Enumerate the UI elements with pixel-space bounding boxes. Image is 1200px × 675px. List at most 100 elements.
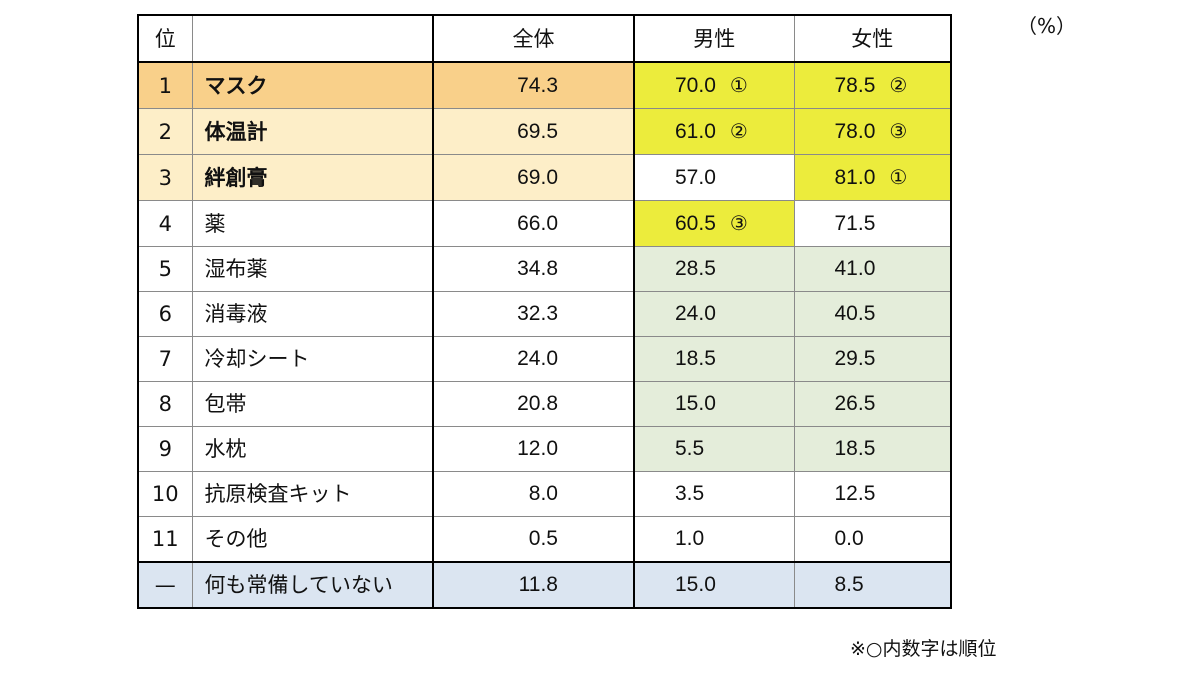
- item-cell: マスク: [191, 61, 434, 109]
- all-cell-text: 0.5: [528, 527, 558, 550]
- item-cell-text: マスク: [204, 73, 268, 98]
- female-rank-mark: ②: [889, 73, 908, 97]
- female-cell: 81.0 ①: [793, 154, 952, 201]
- item-cell-text: 薬: [204, 211, 226, 236]
- male-cell: 60.5 ③: [633, 200, 795, 247]
- male-cell-text: 24.0: [675, 302, 716, 325]
- rank-cell: 4: [137, 200, 193, 247]
- all-cell-text: 32.3: [517, 302, 558, 325]
- unit-label: （%）: [1017, 14, 1077, 38]
- item-cell: 冷却シート: [191, 336, 434, 382]
- female-cell-text: 29.5: [834, 347, 876, 370]
- female-cell-text: 78.0: [834, 120, 876, 143]
- item-cell-text: 絆創膏: [204, 165, 268, 190]
- item-cell: 湿布薬: [191, 246, 434, 292]
- male-cell-text: 28.5: [675, 257, 716, 280]
- header-rank: 位: [137, 14, 193, 63]
- item-cell-text: 湿布薬: [204, 257, 268, 281]
- male-cell: 24.0: [633, 291, 795, 337]
- female-cell: 26.5: [793, 381, 952, 427]
- table-row: 6 消毒液 32.3 24.0 40.5: [137, 291, 952, 337]
- table-row: 10 抗原検査キット 8.0 3.5 12.5: [137, 471, 952, 517]
- male-cell: 61.0 ②: [633, 108, 795, 155]
- rank-cell-text: 6: [158, 302, 172, 326]
- table-row: 2 体温計 69.5 61.0 ② 78.0 ③: [137, 108, 952, 155]
- rank-cell-text: —: [154, 573, 176, 597]
- table-row: 7 冷却シート 24.0 18.5 29.5: [137, 336, 952, 382]
- male-cell-text: 15.0: [675, 392, 716, 415]
- all-cell-text: 11.8: [518, 573, 558, 596]
- item-cell: 薬: [191, 200, 434, 247]
- rank-cell: 10: [137, 471, 193, 517]
- item-cell-text: 体温計: [204, 119, 268, 144]
- all-cell-text: 20.8: [517, 392, 558, 415]
- all-cell: 11.8: [432, 561, 635, 609]
- female-cell: 0.0: [793, 516, 952, 563]
- female-rank-mark: ①: [889, 165, 908, 189]
- rank-cell-text: 9: [158, 437, 172, 461]
- table-row: 5 湿布薬 34.8 28.5 41.0: [137, 246, 952, 292]
- all-cell: 66.0: [432, 200, 635, 247]
- table-header-row: 位 全体 男性 女性: [137, 14, 952, 63]
- rank-cell-text: 4: [158, 211, 172, 236]
- female-cell-text: 18.5: [834, 437, 876, 460]
- all-cell-text: 24.0: [517, 347, 558, 370]
- item-cell-text: 消毒液: [204, 302, 268, 326]
- all-cell-text: 69.0: [517, 165, 558, 189]
- footnote: ※○内数字は順位: [850, 638, 997, 660]
- rank-cell: 6: [137, 291, 193, 337]
- male-cell: 5.5: [633, 426, 795, 472]
- male-cell: 15.0: [633, 381, 795, 427]
- female-cell: 12.5: [793, 471, 952, 517]
- table-row: 1 マスク 74.3 70.0 ① 78.5 ②: [137, 61, 952, 109]
- male-cell-text: 1.0: [675, 527, 705, 550]
- all-cell: 32.3: [432, 291, 635, 337]
- male-cell-text: 5.5: [675, 437, 705, 460]
- male-cell: 3.5: [633, 471, 795, 517]
- female-cell: 8.5: [793, 561, 952, 609]
- rank-cell-text: 11: [151, 527, 179, 551]
- item-cell: 水枕: [191, 426, 434, 472]
- item-cell: その他: [191, 516, 434, 563]
- all-cell-text: 34.8: [517, 257, 558, 280]
- table-row: 8 包帯 20.8 15.0 26.5: [137, 381, 952, 427]
- all-cell: 8.0: [432, 471, 635, 517]
- all-cell: 0.5: [432, 516, 635, 563]
- rank-cell: 9: [137, 426, 193, 472]
- female-cell: 29.5: [793, 336, 952, 382]
- item-cell: 包帯: [191, 381, 434, 427]
- rank-cell: —: [137, 561, 193, 609]
- all-cell: 69.5: [432, 108, 635, 155]
- item-cell-text: その他: [204, 527, 268, 551]
- rank-cell-text: 8: [158, 392, 172, 416]
- rank-cell-text: 1: [158, 73, 172, 98]
- male-rank-mark: ③: [729, 211, 748, 235]
- female-cell-text: 12.5: [834, 482, 876, 505]
- all-cell: 20.8: [432, 381, 635, 427]
- table-row: 11 その他 0.5 1.0 0.0: [137, 516, 952, 563]
- item-cell: 何も常備していない: [191, 561, 434, 609]
- male-cell: 28.5: [633, 246, 795, 292]
- female-cell-text: 71.5: [834, 211, 876, 235]
- female-cell: 18.5: [793, 426, 952, 472]
- item-cell-text: 抗原検査キット: [204, 482, 352, 506]
- all-cell-text: 74.3: [517, 73, 558, 97]
- female-rank-mark: ③: [889, 119, 908, 143]
- header-male: 男性: [633, 14, 795, 63]
- male-cell: 70.0 ①: [633, 61, 795, 109]
- rank-cell: 5: [137, 246, 193, 292]
- female-cell: 71.5: [793, 200, 952, 247]
- female-cell: 41.0: [793, 246, 952, 292]
- male-cell-text: 60.5: [675, 212, 716, 235]
- all-cell-text: 12.0: [517, 437, 558, 460]
- all-cell: 12.0: [432, 426, 635, 472]
- female-cell-text: 41.0: [834, 257, 876, 280]
- male-cell-text: 61.0: [675, 120, 716, 143]
- male-cell: 15.0: [633, 561, 795, 609]
- female-cell-text: 26.5: [834, 392, 876, 415]
- female-cell-text: 78.5: [834, 74, 876, 97]
- male-cell: 1.0: [633, 516, 795, 563]
- table-row-none: — 何も常備していない 11.8 15.0 8.5: [137, 561, 952, 609]
- table-row: 3 絆創膏 69.0 57.0 81.0 ①: [137, 154, 952, 201]
